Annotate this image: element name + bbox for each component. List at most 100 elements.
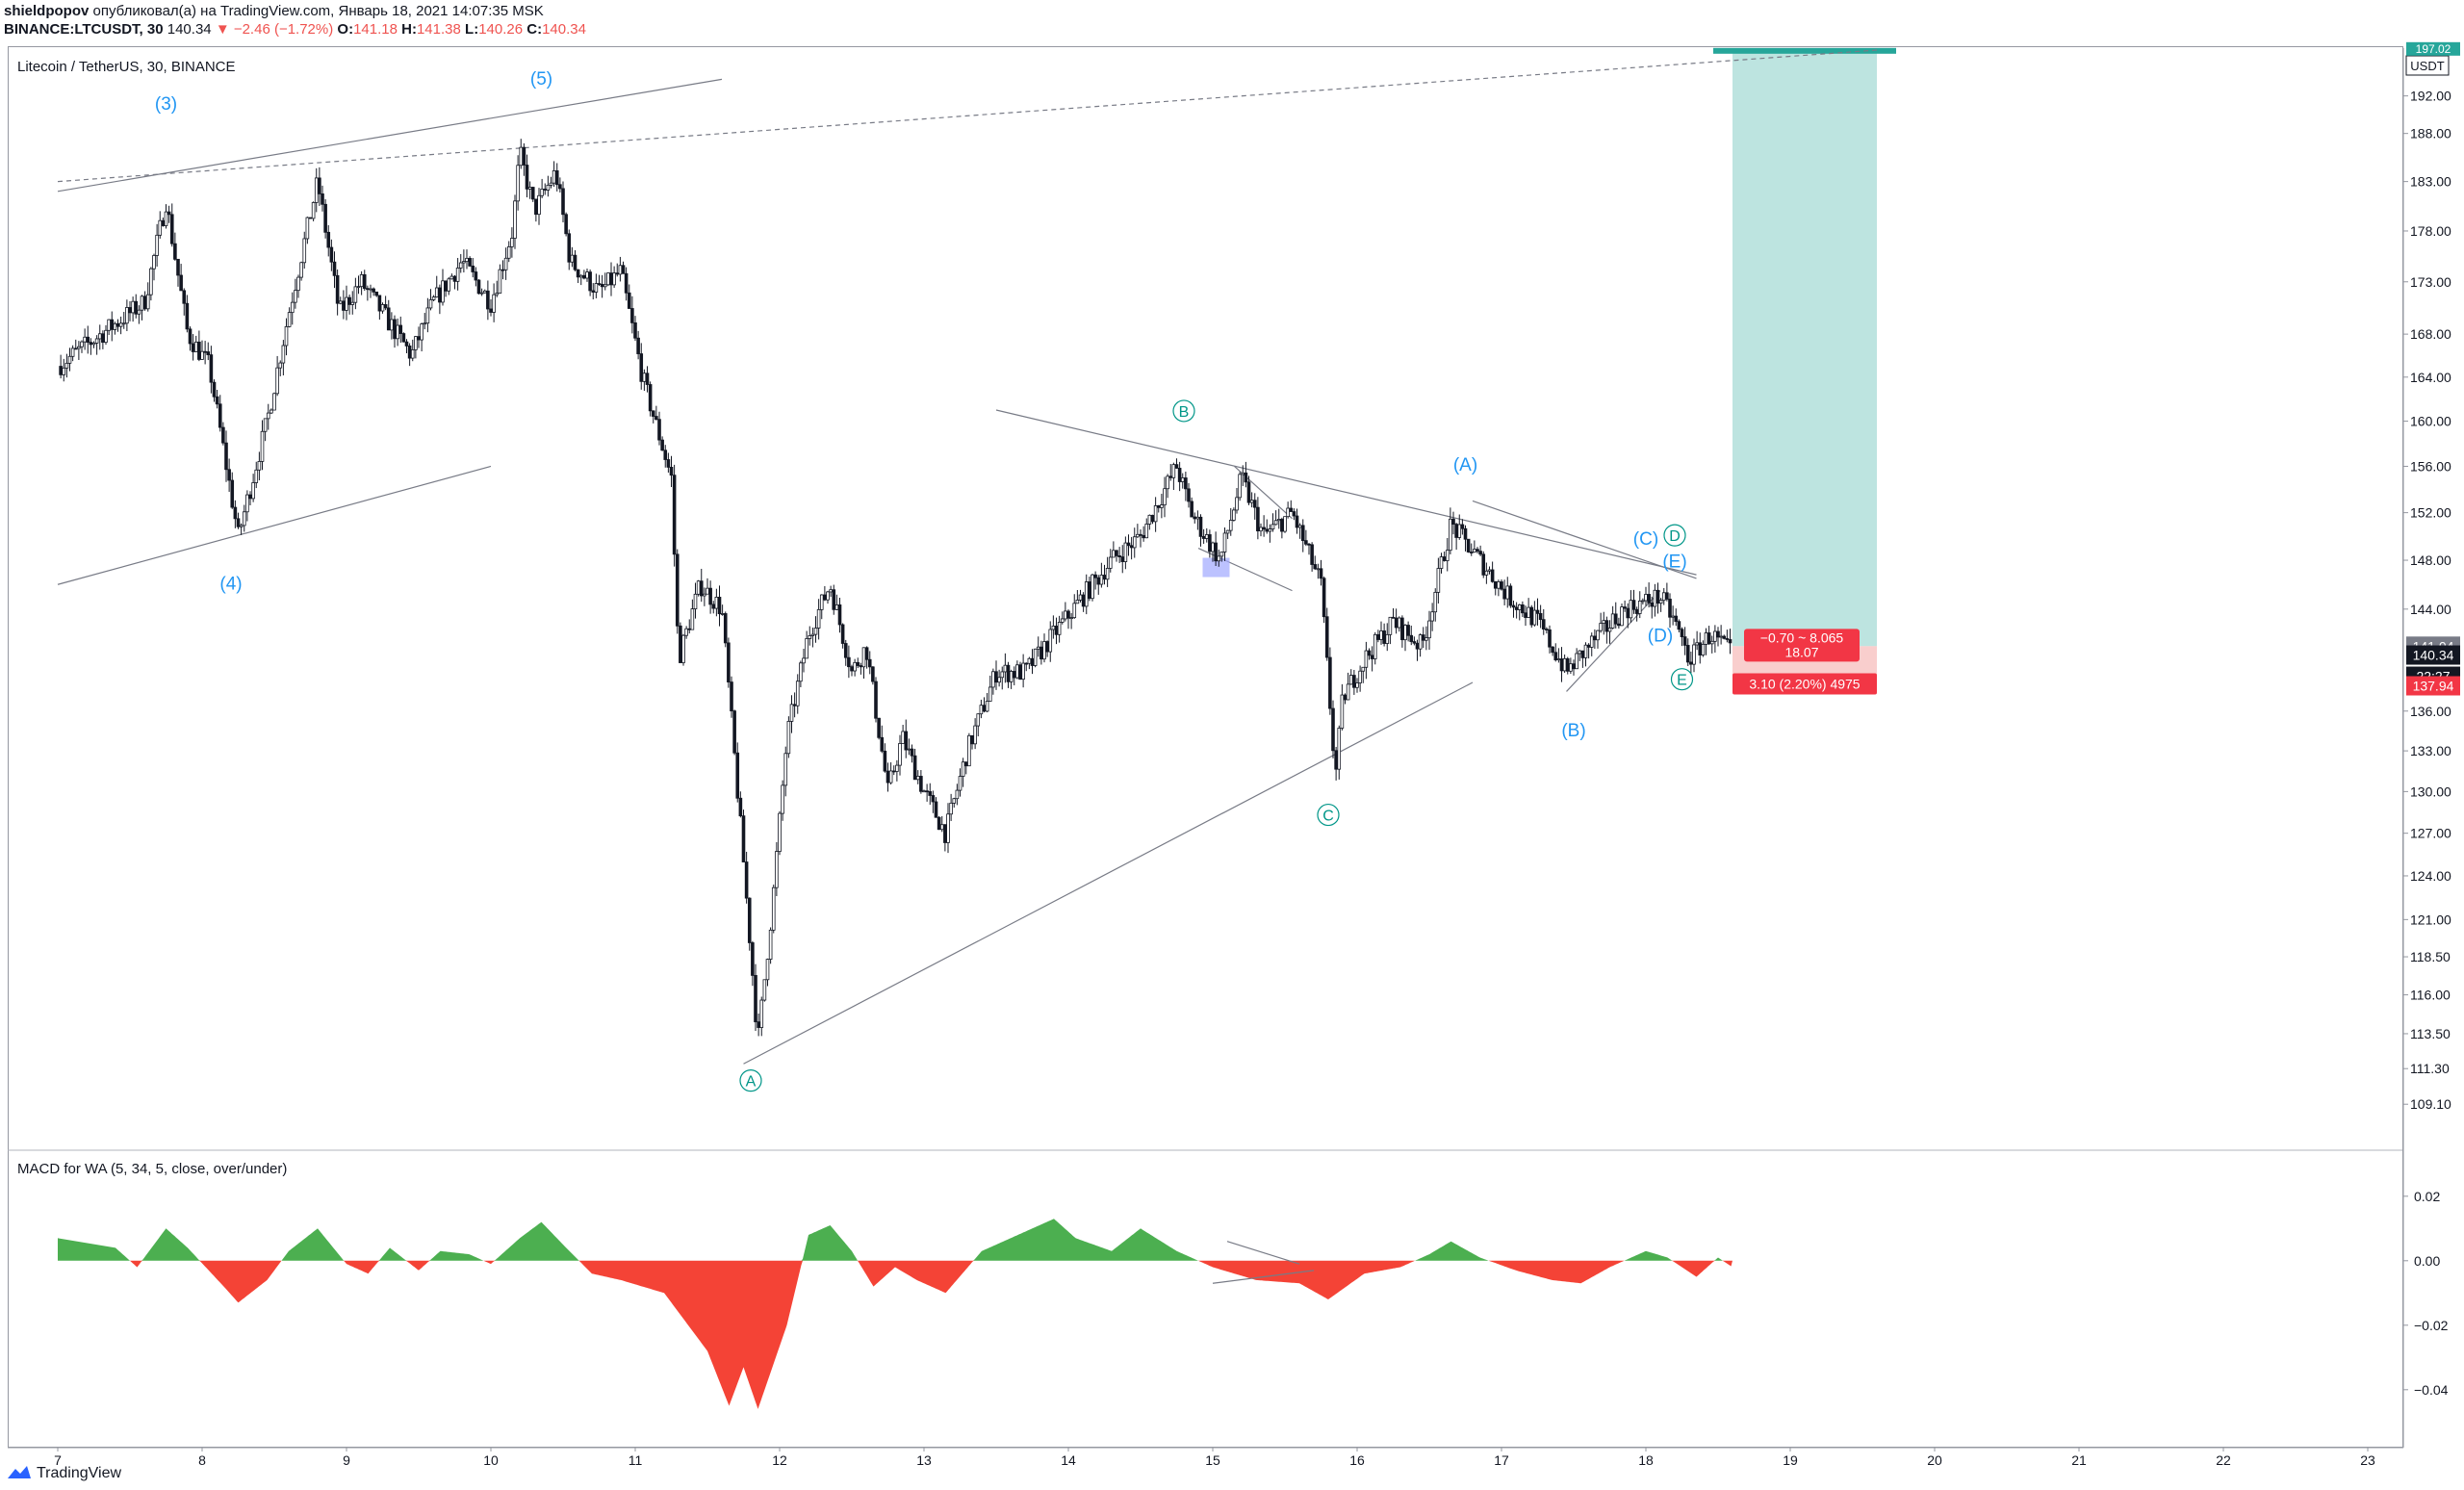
macd-trend-line[interactable] [1226, 1241, 1300, 1265]
candle-body [1653, 589, 1657, 607]
price-tick-label: 124.00 [2410, 868, 2451, 884]
target-zone[interactable] [1732, 49, 1877, 647]
candle-body [1105, 568, 1110, 580]
candle-body [1521, 604, 1525, 614]
candle-body [215, 396, 219, 405]
candle-body [675, 553, 680, 627]
candle-body [850, 666, 854, 672]
trend-line[interactable] [1234, 466, 1293, 520]
trend-line[interactable] [57, 78, 723, 193]
price-tick-label: 164.00 [2410, 370, 2451, 385]
top-price-text: 197.02 [2416, 42, 2451, 56]
candle-body [573, 254, 578, 270]
candle-body [1322, 578, 1326, 618]
trend-line[interactable] [743, 681, 1474, 1065]
price-tick-label: 136.00 [2410, 704, 2451, 719]
candle-body [423, 322, 427, 325]
candle-body [783, 753, 788, 786]
candle-body [91, 343, 96, 346]
candle-body [912, 755, 917, 781]
wave-label: A [746, 1074, 757, 1091]
candle-body [883, 750, 887, 772]
candle-body [1015, 664, 1019, 679]
candle-body [1409, 634, 1414, 642]
candle-body [1174, 464, 1179, 469]
candle-body [1719, 635, 1723, 638]
candle-body [318, 177, 321, 194]
candle-body [263, 418, 268, 432]
author-name[interactable]: shieldpopov [4, 3, 90, 19]
macd-trend-line[interactable] [1212, 1270, 1315, 1284]
trend-line[interactable] [1472, 500, 1697, 579]
candle-body [1572, 663, 1576, 670]
candle-body [867, 658, 872, 668]
candle-body [657, 419, 661, 441]
candle-body [958, 776, 962, 791]
candle-body [1163, 488, 1167, 505]
candle-body [1343, 694, 1348, 701]
candle-body [359, 273, 364, 288]
candle-body [70, 347, 75, 357]
trend-line[interactable] [995, 409, 1697, 576]
price-tick-label: 116.00 [2410, 988, 2451, 1003]
unit-badge[interactable] [2405, 55, 2450, 76]
price-tick-label: 173.00 [2410, 274, 2451, 290]
candle-body [931, 795, 936, 803]
candle-body [1725, 637, 1730, 640]
candle-body [239, 525, 244, 527]
candle-body [1415, 642, 1420, 650]
candle-body [1316, 568, 1321, 571]
candle-body [1204, 534, 1209, 539]
candle-body [191, 343, 195, 352]
price-change: ▼ −2.46 (−1.72%) [215, 21, 334, 38]
trend-line[interactable] [57, 465, 492, 585]
candle-body [1280, 519, 1284, 532]
candle-body [1153, 505, 1158, 523]
candle-body [1391, 616, 1396, 619]
candle-body [826, 591, 830, 601]
candle-body [561, 188, 565, 216]
candle-body [744, 861, 749, 899]
candle-body [158, 219, 163, 236]
candle-body [970, 734, 974, 745]
candle-body [1674, 615, 1679, 623]
candle-body [314, 177, 319, 203]
candle-body [943, 824, 947, 843]
candle-body [134, 300, 139, 315]
trend-line[interactable] [1566, 590, 1661, 692]
candle-body [353, 286, 358, 303]
candle-body [257, 461, 262, 471]
candle-body [606, 272, 610, 286]
candle-body [663, 450, 668, 460]
candle-body [116, 322, 120, 327]
highlight-box[interactable] [1202, 557, 1230, 578]
wave-label: (E) [1662, 552, 1686, 573]
candle-body [706, 587, 709, 595]
candle-body [104, 329, 108, 344]
candle-body [808, 635, 812, 639]
candle-body [810, 633, 815, 636]
candle-body [711, 604, 716, 609]
candle-body [299, 262, 303, 278]
candle-body [1565, 657, 1570, 672]
candle-body [853, 661, 857, 672]
candle-body [212, 381, 217, 398]
trend-line[interactable] [57, 49, 1878, 183]
candle-body [1304, 540, 1308, 545]
candle-body [193, 341, 198, 352]
candle-body [886, 770, 890, 784]
candle-body [503, 257, 508, 270]
candle-body [1460, 524, 1465, 529]
candle-body [1276, 519, 1281, 522]
macd-positive-area [58, 1219, 1732, 1261]
candle-body [233, 506, 238, 520]
trend-line[interactable] [1197, 548, 1293, 592]
candle-body [648, 384, 653, 412]
time-tick-label: 11 [629, 1452, 643, 1468]
candle-body [696, 580, 701, 595]
candle-body [714, 597, 719, 609]
candle-body [765, 959, 770, 981]
candle-body [1201, 535, 1206, 539]
candle-body [1225, 529, 1230, 534]
